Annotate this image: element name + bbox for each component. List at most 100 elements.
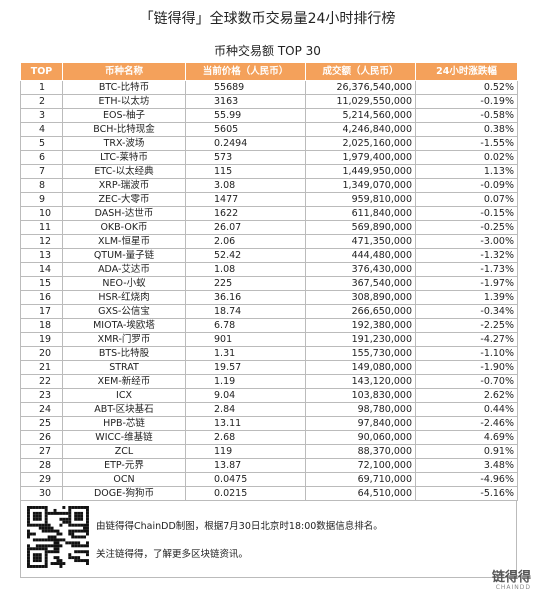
qr-module (74, 535, 78, 539)
qr-module (41, 565, 45, 568)
table-cell: -3.00% (415, 234, 518, 249)
table-row: 28 ETP-元界 13.87 72,100,000 3.48% (20, 458, 518, 473)
qr-module (83, 526, 86, 530)
qr-module (74, 550, 78, 554)
table-cell: 12 (20, 234, 63, 249)
table-cell: 98,780,000 (305, 402, 416, 417)
table-row: 24 ABT-区块基石 2.84 98,780,000 0.44% (20, 402, 518, 417)
qr-module (53, 538, 57, 542)
qr-module (38, 517, 42, 521)
table-cell: 1.39% (415, 290, 518, 305)
qr-code (27, 506, 89, 568)
qr-module (35, 506, 39, 509)
table-cell: 97,840,000 (305, 416, 416, 431)
qr-module (41, 538, 45, 542)
qr-module (44, 544, 48, 548)
qr-module (83, 523, 86, 527)
qr-module (74, 544, 78, 548)
qr-module (62, 538, 66, 542)
table-cell: 52.42 (185, 248, 306, 263)
qr-module (35, 553, 39, 557)
qr-module (71, 532, 75, 536)
qr-module (74, 517, 78, 521)
qr-module (62, 520, 66, 524)
qr-module (35, 559, 39, 563)
table-cell: 5 (20, 136, 63, 151)
qr-module (74, 529, 78, 533)
qr-module (86, 562, 89, 565)
qr-module (53, 556, 57, 560)
qr-module (41, 526, 45, 530)
table-cell: 72,100,000 (305, 458, 416, 473)
table-cell: 2.68 (185, 430, 306, 445)
qr-module (27, 547, 30, 551)
table-cell: HSR-红烧肉 (62, 290, 186, 305)
qr-module (74, 559, 78, 563)
qr-module (41, 529, 45, 533)
qr-module (38, 511, 42, 515)
qr-module (44, 547, 48, 551)
qr-module (80, 523, 84, 527)
qr-module (56, 559, 60, 563)
table-cell: 8 (20, 178, 63, 193)
table-cell: 2 (20, 94, 63, 109)
table-cell: 1.19 (185, 374, 306, 389)
table-cell: -0.58% (415, 108, 518, 123)
table-cell: 9 (20, 192, 63, 207)
table-cell: 13.87 (185, 458, 306, 473)
qr-module (62, 562, 66, 565)
table-cell: ZEC-大零币 (62, 192, 186, 207)
column-header: 成交额（人民币） (305, 62, 416, 81)
qr-module (32, 556, 36, 560)
table-cell: 0.0475 (185, 472, 306, 487)
table-row: 18 MIOTA-埃欧塔 6.78 192,380,000 -2.25% (20, 318, 518, 333)
table-cell: 376,430,000 (305, 262, 416, 277)
table-cell: GXS-公信宝 (62, 304, 186, 319)
qr-module (32, 565, 36, 568)
qr-module (56, 538, 60, 542)
table-cell: 19 (20, 332, 63, 347)
qr-module (35, 514, 39, 518)
qr-module (29, 547, 33, 551)
table-cell: 1 (20, 80, 63, 95)
qr-module (86, 506, 89, 509)
table-cell: 36.16 (185, 290, 306, 305)
table-cell: 1622 (185, 206, 306, 221)
table-cell: 55.99 (185, 108, 306, 123)
qr-module (47, 529, 51, 533)
qr-module (27, 535, 30, 539)
table-cell: STRAT (62, 360, 186, 375)
table-cell: 18.74 (185, 304, 306, 319)
table-cell: -1.10% (415, 346, 518, 361)
qr-module (44, 526, 48, 530)
table-cell: 0.38% (415, 122, 518, 137)
table-row: 3 EOS-柚子 55.99 5,214,560,000 -0.58% (20, 108, 518, 123)
qr-module (32, 547, 36, 551)
table-cell: 10 (20, 206, 63, 221)
table-cell: 20 (20, 346, 63, 361)
table-row: 6 LTC-莱特币 573 1,979,400,000 0.02% (20, 150, 518, 165)
table-row: 11 OKB-OK币 26.07 569,890,000 -0.25% (20, 220, 518, 235)
table-cell: 27 (20, 444, 63, 459)
qr-module (27, 520, 30, 524)
qr-module (83, 559, 86, 563)
qr-module (27, 544, 30, 548)
table-cell: ETH-以太坊 (62, 94, 186, 109)
table-cell: BTS-比特股 (62, 346, 186, 361)
qr-module (38, 565, 42, 568)
table-cell: 611,840,000 (305, 206, 416, 221)
qr-module (56, 529, 60, 533)
qr-module (35, 523, 39, 527)
table-row: 23 ICX 9.04 103,830,000 2.62% (20, 388, 518, 403)
qr-module (77, 544, 81, 548)
title: 「链得得」全球数币交易量24小时排行榜 (139, 11, 396, 27)
qr-module (65, 520, 69, 524)
qr-module (53, 550, 57, 554)
table-cell: 3.48% (415, 458, 518, 473)
qr-module (47, 538, 51, 542)
qr-module (50, 526, 54, 530)
table-cell: -0.09% (415, 178, 518, 193)
table-cell: 55689 (185, 80, 306, 95)
qr-module (29, 506, 33, 509)
qr-module (53, 547, 57, 551)
